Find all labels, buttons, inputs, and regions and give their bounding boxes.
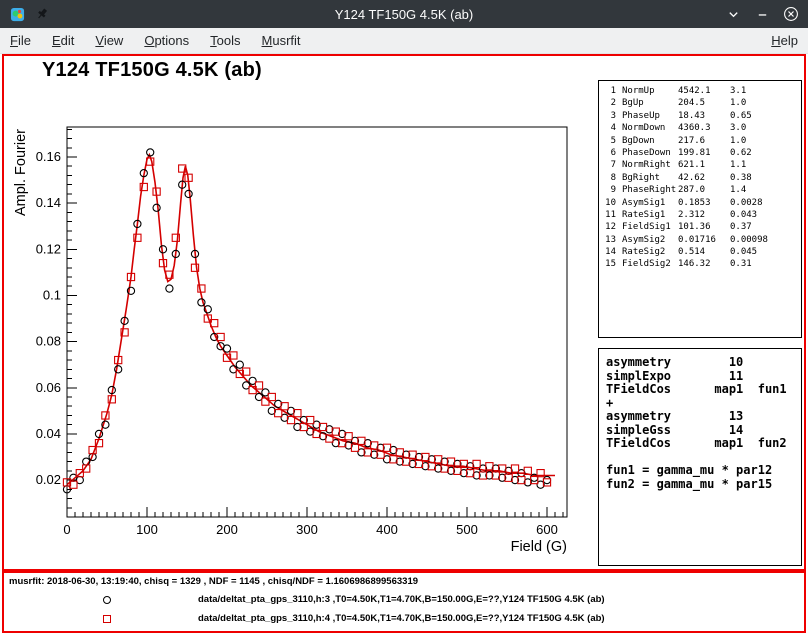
stat-row: 10AsymSig10.18530.0028 [603, 197, 801, 209]
svg-text:0.04: 0.04 [36, 426, 61, 441]
chart-canvas[interactable]: 0 100 200 300 400 500 600 0.02 0.04 0.06 0.08 0.1 0.… [4, 56, 598, 569]
svg-text:300: 300 [296, 522, 318, 537]
stat-row: 8BgRight42.620.38 [603, 172, 801, 184]
y-axis-title: Ampl. Fourier [13, 129, 29, 216]
svg-text:0.14: 0.14 [36, 195, 61, 210]
svg-text:500: 500 [456, 522, 478, 537]
menu-musrfit[interactable]: Musrfit [262, 33, 301, 48]
stat-row: 3PhaseUp18.430.65 [603, 110, 801, 122]
menu-items: File Edit View Options Tools Musrfit [10, 33, 301, 48]
legend-row: data/deltat_pta_gps_3110,h:4 ,T0=4.50K,T… [4, 613, 804, 628]
stat-row: 2BgUp204.51.0 [603, 97, 801, 109]
stat-row: 6PhaseDown199.810.62 [603, 147, 801, 159]
titlebar: Y124 TF150G 4.5K (ab) [0, 0, 808, 28]
close-icon [783, 6, 799, 22]
legend-row: data/deltat_pta_gps_3110,h:3 ,T0=4.50K,T… [4, 594, 804, 609]
svg-text:0.1: 0.1 [43, 287, 61, 302]
legend-marker-circle [103, 596, 111, 604]
menubar: File Edit View Options Tools Musrfit Help [0, 28, 808, 54]
theory-line [606, 451, 801, 465]
chevron-down-icon [727, 8, 740, 21]
stat-row: 13AsymSig20.017160.00098 [603, 234, 801, 246]
stat-row: 14RateSig20.5140.045 [603, 246, 801, 258]
root-canvas[interactable]: Y124 TF150G 4.5K (ab) 010020030040050060… [0, 54, 808, 633]
theory-line: simplExpo 11 [606, 370, 801, 384]
menu-tools[interactable]: Tools [210, 33, 240, 48]
stat-row: 9PhaseRight287.01.4 [603, 184, 801, 196]
svg-text:600: 600 [536, 522, 558, 537]
x-axis-title: Field (G) [511, 539, 567, 555]
window-minimize-button[interactable] [754, 6, 770, 22]
theory-line: asymmetry 13 [606, 410, 801, 424]
menu-view[interactable]: View [95, 33, 123, 48]
stat-row: 5BgDown217.61.0 [603, 135, 801, 147]
window-title: Y124 TF150G 4.5K (ab) [0, 7, 808, 22]
menu-help[interactable]: Help [771, 33, 798, 48]
theory-line: TFieldCos map1 fun2 [606, 437, 801, 451]
stat-row: 1NormUp4542.13.1 [603, 85, 801, 97]
svg-text:0: 0 [63, 522, 70, 537]
keep-on-top-button[interactable] [34, 6, 50, 22]
pin-icon [35, 7, 49, 21]
theory-line: TFieldCos map1 fun1 [606, 383, 801, 397]
svg-text:0.02: 0.02 [36, 472, 61, 487]
theory-line: + [606, 397, 801, 411]
theory-line: simpleGss 14 [606, 424, 801, 438]
window-shade-button[interactable] [725, 6, 741, 22]
theory-box[interactable]: asymmetry 10simplExpo 11TFieldCos map1 f… [598, 348, 802, 566]
svg-text:0.12: 0.12 [36, 241, 61, 256]
svg-text:0.06: 0.06 [36, 380, 61, 395]
theory-line: fun1 = gamma_mu * par12 [606, 464, 801, 478]
legend-marker-square [103, 615, 111, 623]
series-h4[interactable] [63, 158, 550, 488]
svg-text:100: 100 [136, 522, 158, 537]
stat-row: 15FieldSig2146.320.31 [603, 258, 801, 270]
svg-text:0.16: 0.16 [36, 149, 61, 164]
svg-text:400: 400 [376, 522, 398, 537]
stat-row: 12FieldSig1101.360.37 [603, 221, 801, 233]
fit-info-line: musrfit: 2018-06-30, 13:19:40, chisq = 1… [9, 576, 418, 587]
theory-line: fun2 = gamma_mu * par15 [606, 478, 801, 492]
theory-line: asymmetry 10 [606, 356, 801, 370]
tick-labels: 0 100 200 300 400 500 600 0.02 0.04 0.06 0.08 0.1 0.… [13, 129, 567, 555]
legend-label: data/deltat_pta_gps_3110,h:3 ,T0=4.50K,T… [198, 594, 605, 605]
stat-row: 11RateSig12.3120.043 [603, 209, 801, 221]
plot-pad[interactable]: Y124 TF150G 4.5K (ab) 010020030040050060… [2, 54, 806, 571]
series-h3[interactable] [63, 149, 550, 493]
legend-label: data/deltat_pta_gps_3110,h:4 ,T0=4.50K,T… [198, 613, 605, 624]
minimize-icon [756, 8, 769, 21]
menu-file[interactable]: File [10, 33, 31, 48]
menu-edit[interactable]: Edit [52, 33, 74, 48]
stat-row: 7NormRight621.11.1 [603, 159, 801, 171]
svg-text:200: 200 [216, 522, 238, 537]
info-pad[interactable]: musrfit: 2018-06-30, 13:19:40, chisq = 1… [2, 571, 806, 633]
stat-row: 4NormDown4360.33.0 [603, 122, 801, 134]
menu-options[interactable]: Options [144, 33, 189, 48]
window-close-button[interactable] [783, 6, 799, 22]
svg-text:0.08: 0.08 [36, 334, 61, 349]
parameter-stat-box[interactable]: 1NormUp4542.13.12BgUp204.51.03PhaseUp18.… [598, 80, 802, 338]
app-icon [9, 6, 25, 22]
